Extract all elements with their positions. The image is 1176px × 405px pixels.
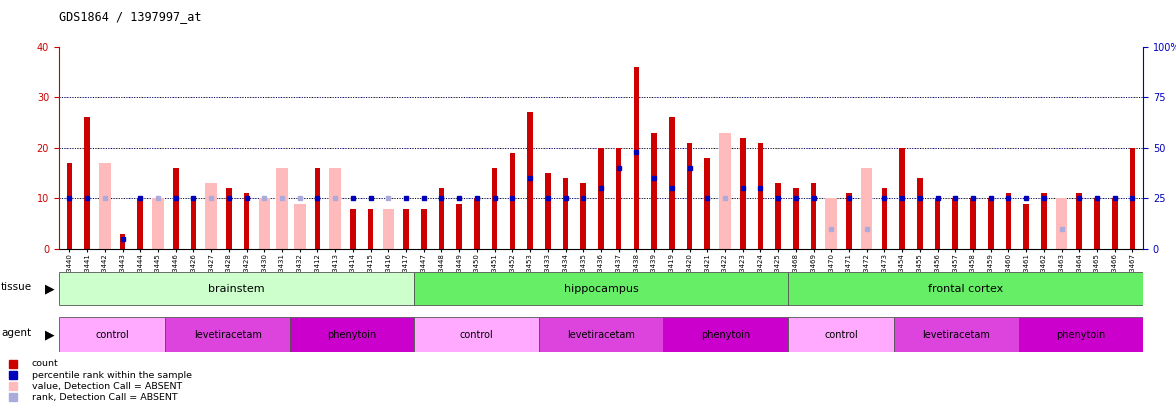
Bar (1023, 203, 1029, 249)
Bar (350, 209, 355, 249)
Bar (173, 168, 179, 249)
Text: ▶: ▶ (45, 328, 54, 341)
Bar (1111, 198, 1117, 249)
Bar (403, 209, 409, 249)
Bar (1130, 148, 1135, 249)
Bar (1041, 194, 1047, 249)
Bar (970, 198, 976, 249)
Bar (206, 183, 216, 249)
Bar (1056, 198, 1068, 249)
Text: frontal cortex: frontal cortex (928, 284, 1003, 294)
Bar (99, 163, 111, 249)
Bar (59, 318, 166, 352)
Bar (294, 203, 306, 249)
Text: control: control (460, 330, 494, 339)
Bar (1094, 198, 1100, 249)
Bar (243, 194, 249, 249)
Bar (687, 143, 693, 249)
Bar (439, 188, 445, 249)
Bar (900, 148, 906, 249)
Bar (1076, 194, 1082, 249)
Bar (539, 318, 663, 352)
Text: phenytoin: phenytoin (327, 330, 376, 339)
Bar (1005, 194, 1011, 249)
Bar (740, 138, 746, 249)
Text: levetiracetam: levetiracetam (567, 330, 635, 339)
Bar (67, 163, 72, 249)
Bar (810, 183, 816, 249)
Bar (663, 318, 788, 352)
Bar (315, 168, 320, 249)
Bar (421, 209, 427, 249)
Text: tissue: tissue (1, 281, 32, 292)
Bar (120, 234, 126, 249)
Bar (788, 272, 1143, 305)
Bar (152, 198, 163, 249)
Bar (226, 188, 232, 249)
Bar (847, 194, 851, 249)
Text: GDS1864 / 1397997_at: GDS1864 / 1397997_at (59, 10, 201, 23)
Bar (793, 188, 799, 249)
Bar (757, 143, 763, 249)
Bar (861, 168, 873, 249)
Bar (276, 168, 288, 249)
Bar (544, 173, 550, 249)
Bar (935, 198, 941, 249)
Text: control: control (824, 330, 857, 339)
Bar (775, 183, 781, 249)
Bar (720, 133, 730, 249)
Bar (917, 178, 923, 249)
Text: control: control (95, 330, 129, 339)
Bar (85, 117, 91, 249)
Text: hippocampus: hippocampus (563, 284, 639, 294)
Bar (492, 168, 497, 249)
Text: phenytoin: phenytoin (701, 330, 750, 339)
Text: agent: agent (1, 328, 32, 337)
Bar (414, 318, 539, 352)
Text: percentile rank within the sample: percentile rank within the sample (32, 371, 192, 379)
Bar (368, 209, 374, 249)
Bar (474, 198, 480, 249)
Bar (456, 203, 462, 249)
Bar (953, 198, 958, 249)
Text: phenytoin: phenytoin (1056, 330, 1105, 339)
Bar (826, 198, 837, 249)
Bar (882, 188, 887, 249)
Bar (59, 272, 414, 305)
Bar (1018, 318, 1143, 352)
Bar (414, 272, 788, 305)
Bar (191, 198, 196, 249)
Bar (599, 148, 603, 249)
Bar (669, 117, 675, 249)
Bar (581, 183, 586, 249)
Text: count: count (32, 360, 59, 369)
Bar (259, 198, 270, 249)
Text: levetiracetam: levetiracetam (922, 330, 990, 339)
Bar (289, 318, 414, 352)
Text: rank, Detection Call = ABSENT: rank, Detection Call = ABSENT (32, 393, 178, 402)
Bar (704, 158, 710, 249)
Bar (616, 148, 621, 249)
Text: value, Detection Call = ABSENT: value, Detection Call = ABSENT (32, 382, 182, 391)
Bar (166, 318, 289, 352)
Bar (382, 209, 394, 249)
Bar (988, 198, 994, 249)
Bar (509, 153, 515, 249)
Bar (788, 318, 894, 352)
Bar (634, 67, 640, 249)
Bar (562, 178, 568, 249)
Text: levetiracetam: levetiracetam (194, 330, 261, 339)
Bar (527, 112, 533, 249)
Bar (652, 133, 657, 249)
Bar (894, 318, 1018, 352)
Bar (329, 168, 341, 249)
Text: ▶: ▶ (45, 282, 54, 295)
Bar (138, 198, 143, 249)
Text: brainstem: brainstem (208, 284, 265, 294)
